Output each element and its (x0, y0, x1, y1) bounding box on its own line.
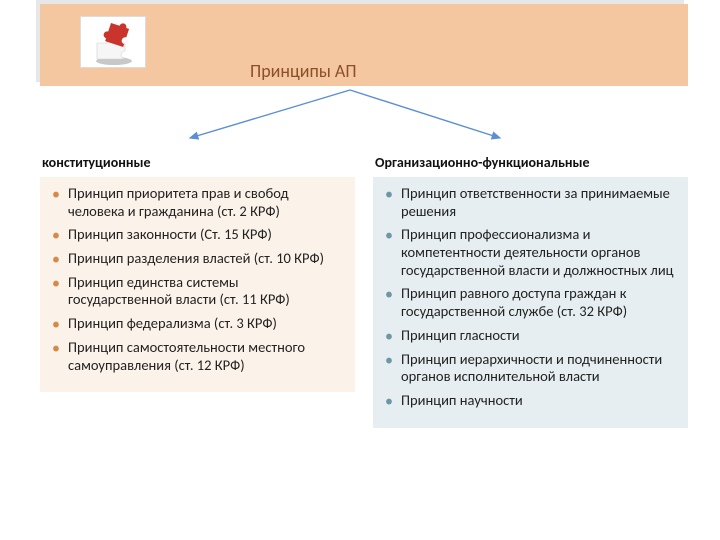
columns-container: конституционные Принцип приоритета прав … (40, 154, 688, 428)
list-item: Принцип федерализма (ст. 3 КРФ) (50, 315, 345, 333)
puzzle-piece-icon (89, 19, 139, 67)
list-item: Принцип приоритета прав и свобод человек… (50, 185, 345, 220)
column-right-list: Принцип ответственности за принимаемые р… (383, 185, 678, 410)
column-left-body: Принцип приоритета прав и свобод человек… (40, 177, 355, 392)
list-item: Принцип законности (Ст. 15 КРФ) (50, 226, 345, 244)
column-left-list: Принцип приоритета прав и свобод человек… (50, 185, 345, 374)
column-right-body: Принцип ответственности за принимаемые р… (373, 177, 688, 428)
slide-header: Принципы АП (0, 0, 720, 86)
slide-title: Принципы АП (250, 60, 357, 82)
list-item: Принцип разделения властей (ст. 10 КРФ) (50, 250, 345, 268)
branch-arrows (40, 86, 688, 152)
column-right: Организационно-функциональные Принцип от… (373, 154, 688, 428)
list-item: Принцип научности (383, 392, 678, 410)
column-left: конституционные Принцип приоритета прав … (40, 154, 355, 428)
list-item: Принцип единства системы государственной… (50, 274, 345, 309)
column-right-title: Организационно-функциональные (375, 154, 688, 171)
arrow-right (350, 90, 500, 138)
list-item: Принцип иерархичности и подчиненности ор… (383, 351, 678, 386)
list-item: Принцип гласности (383, 327, 678, 345)
list-item: Принцип самостоятельности местного самоу… (50, 339, 345, 374)
list-item: Принцип ответственности за принимаемые р… (383, 185, 678, 220)
arrow-left (190, 90, 350, 138)
header-icon-tile (80, 16, 146, 68)
list-item: Принцип профессионализма и компетентност… (383, 226, 678, 279)
column-left-title: конституционные (42, 154, 355, 171)
list-item: Принцип равного доступа граждан к госуда… (383, 285, 678, 320)
